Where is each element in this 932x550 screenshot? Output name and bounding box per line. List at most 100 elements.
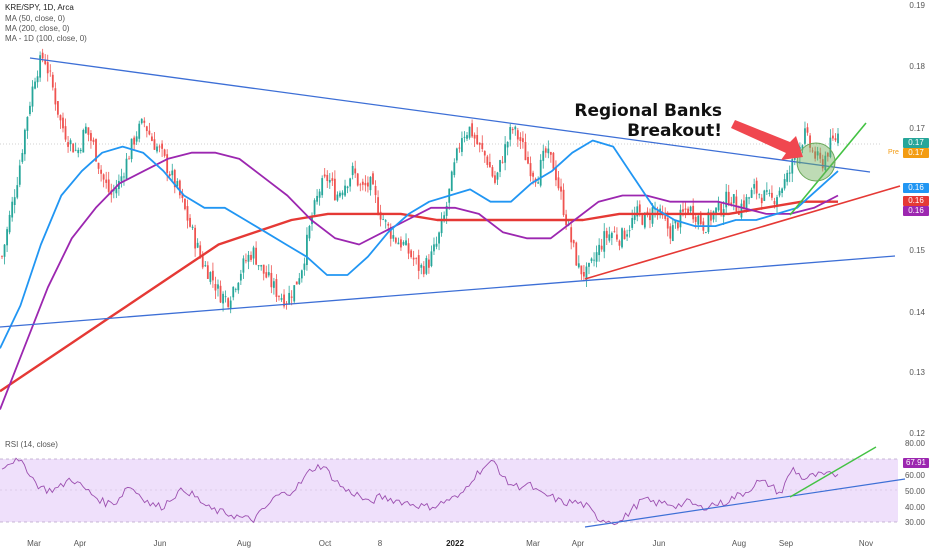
candle-body <box>819 152 822 159</box>
candle-body <box>478 142 481 145</box>
candle-body <box>725 191 728 208</box>
candle-body <box>814 151 817 159</box>
candle-body <box>194 227 197 249</box>
candle-body <box>496 172 499 180</box>
candle-body <box>753 184 756 189</box>
candle-body <box>178 180 181 196</box>
candle-body <box>466 135 468 139</box>
date-tick: 8 <box>378 539 383 548</box>
candle-body <box>621 228 623 248</box>
candle-body <box>476 134 479 145</box>
candle-body <box>186 206 189 221</box>
candle-body <box>328 179 331 183</box>
candle-body <box>463 136 466 138</box>
candle-body <box>26 116 29 131</box>
candle-body <box>704 232 707 233</box>
candle-body <box>407 243 410 254</box>
candle-body <box>397 242 400 245</box>
candle-body <box>562 189 565 216</box>
candle-body <box>270 272 273 288</box>
price-tick: 0.15 <box>909 246 925 255</box>
candle-body <box>283 294 285 307</box>
candle-body <box>82 130 85 153</box>
candle-body <box>23 129 26 155</box>
candle-body <box>135 136 138 142</box>
candle-body <box>120 176 123 182</box>
candle-body <box>79 149 82 152</box>
candle-body <box>758 194 761 196</box>
candle-body <box>57 101 59 115</box>
candle-body <box>288 292 291 305</box>
candle-body <box>458 147 461 149</box>
candle-body <box>651 207 654 224</box>
candle-body <box>224 296 227 298</box>
candle-body <box>13 197 16 206</box>
candle-body <box>59 115 62 121</box>
candle-body <box>590 258 593 262</box>
candle-body <box>267 272 270 276</box>
candle-body <box>641 215 644 225</box>
candle-body <box>374 185 377 196</box>
ma200-tag: 0.16 <box>903 196 929 206</box>
candle-body <box>199 245 202 257</box>
candle-body <box>204 265 207 267</box>
candle-body <box>265 272 268 278</box>
lower-trendline <box>0 255 896 328</box>
candle-body <box>209 272 212 282</box>
candle-body <box>412 257 415 260</box>
candle-body <box>595 252 598 262</box>
candle-body <box>336 194 339 201</box>
candle-body <box>555 166 557 181</box>
candle-body <box>247 254 250 262</box>
candle-body <box>788 172 791 174</box>
candle-body <box>280 298 283 300</box>
candle-body <box>552 152 555 169</box>
candle-body <box>275 279 278 297</box>
candle-body <box>181 193 184 199</box>
candle-body <box>173 169 176 188</box>
candle-body <box>743 200 745 209</box>
candle-body <box>771 192 773 198</box>
candle-body <box>364 182 367 186</box>
candle-body <box>547 148 550 154</box>
ma100-line <box>0 151 839 410</box>
candle-body <box>577 263 580 268</box>
candle-body <box>542 150 545 161</box>
price-tick: 0.19 <box>909 1 925 10</box>
candle-body <box>677 222 679 229</box>
arrow-icon <box>731 120 803 160</box>
candle-body <box>643 212 646 228</box>
date-tick: Apr <box>572 539 585 548</box>
candle-body <box>308 225 311 239</box>
candle-body <box>176 181 179 187</box>
candle-body <box>349 178 352 187</box>
price-axis: 0.19 0.18 0.17 0.16 0.15 0.14 0.13 0.12 <box>909 1 925 438</box>
candle-body <box>331 178 334 181</box>
candle-body <box>773 201 776 205</box>
candle-body <box>326 174 329 182</box>
candle-body <box>36 76 39 83</box>
candle-body <box>656 210 659 214</box>
candle-body <box>669 226 672 239</box>
candle-body <box>435 243 438 247</box>
candle-body <box>158 146 161 148</box>
candle-body <box>697 215 700 225</box>
candle-body <box>598 244 601 256</box>
candle-body <box>786 172 789 182</box>
candle-body <box>196 242 199 248</box>
candle-body <box>163 149 166 156</box>
candle-body <box>783 179 786 189</box>
candle-body <box>473 134 476 139</box>
candle-body <box>285 303 288 304</box>
candle-body <box>461 138 463 152</box>
candle-body <box>443 215 446 222</box>
pre-market-label: Pre <box>888 149 899 156</box>
candle-body <box>422 266 425 275</box>
candle-body <box>191 226 194 228</box>
candle-body <box>189 217 191 227</box>
candle-body <box>400 239 402 248</box>
rsi-tick: 60.00 <box>905 471 926 480</box>
candle-body <box>313 200 316 215</box>
candle-body <box>638 204 641 213</box>
